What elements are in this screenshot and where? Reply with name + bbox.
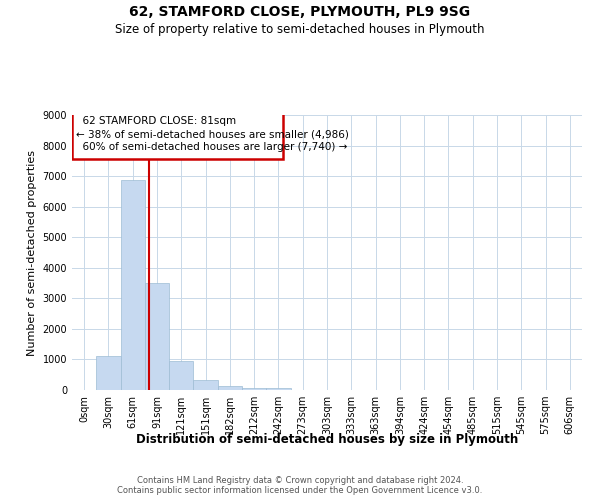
Text: Distribution of semi-detached houses by size in Plymouth: Distribution of semi-detached houses by … <box>136 432 518 446</box>
Text: Size of property relative to semi-detached houses in Plymouth: Size of property relative to semi-detach… <box>115 22 485 36</box>
Text: 62, STAMFORD CLOSE, PLYMOUTH, PL9 9SG: 62, STAMFORD CLOSE, PLYMOUTH, PL9 9SG <box>130 5 470 19</box>
Bar <box>121 180 145 390</box>
FancyBboxPatch shape <box>72 114 283 160</box>
Bar <box>145 283 169 390</box>
Bar <box>266 388 290 390</box>
Bar <box>218 386 242 390</box>
Bar <box>169 361 193 390</box>
Text: 62 STAMFORD CLOSE: 81sqm
← 38% of semi-detached houses are smaller (4,986)
  60%: 62 STAMFORD CLOSE: 81sqm ← 38% of semi-d… <box>76 116 349 152</box>
Text: Contains HM Land Registry data © Crown copyright and database right 2024.
Contai: Contains HM Land Registry data © Crown c… <box>118 476 482 495</box>
Bar <box>242 388 266 390</box>
Bar <box>193 380 218 390</box>
Bar <box>96 356 121 390</box>
Y-axis label: Number of semi-detached properties: Number of semi-detached properties <box>27 150 37 356</box>
